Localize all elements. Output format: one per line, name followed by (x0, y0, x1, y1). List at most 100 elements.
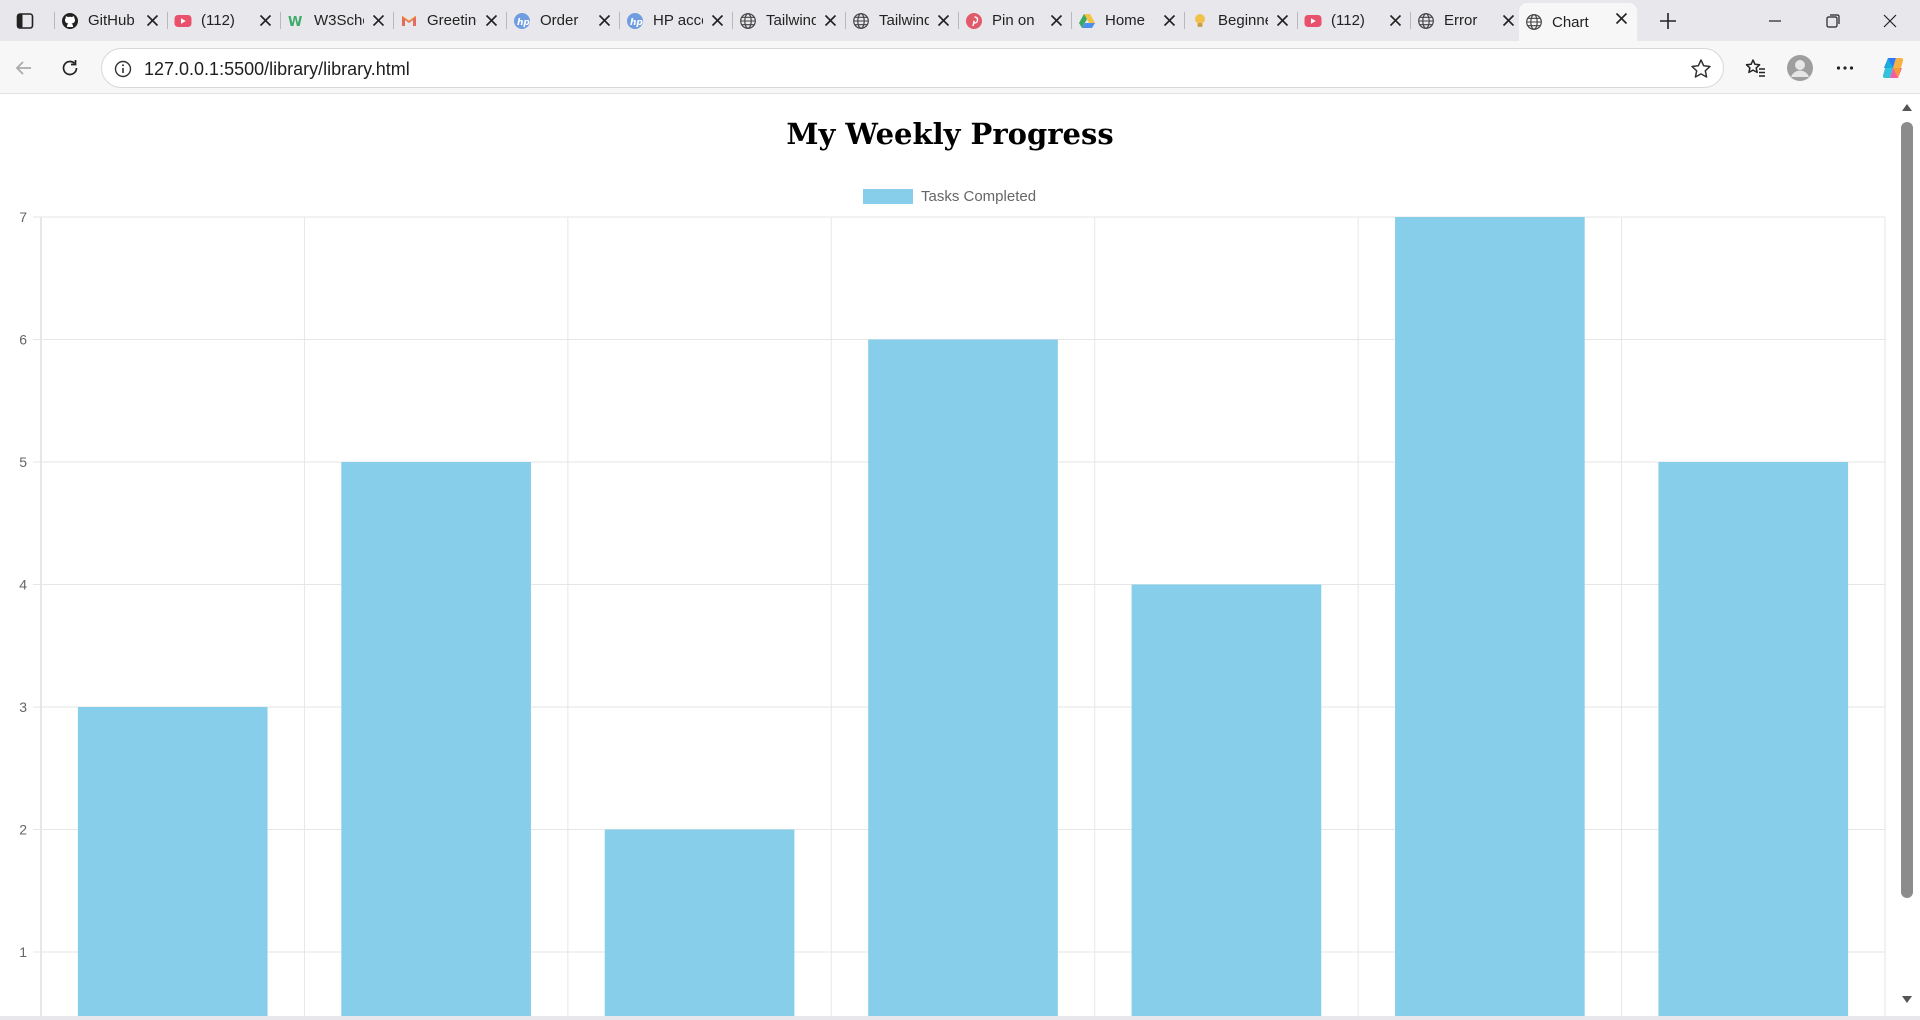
tab-title: Order (540, 12, 579, 29)
tab-close-icon[interactable] (368, 10, 388, 30)
tab[interactable]: hp HP account (619, 5, 733, 36)
bar (604, 829, 795, 1017)
tab-separator (1071, 12, 1072, 29)
pinterest-icon (965, 12, 983, 30)
tab-title: (112) (1331, 12, 1365, 29)
page-viewport: My Weekly Progress 1 2 3 4 5 6 7 Tasks Complete… (5, 95, 1900, 1017)
tab-close-icon[interactable] (1272, 10, 1292, 30)
favorites-button[interactable] (1739, 51, 1773, 85)
tab[interactable]: Error (1410, 5, 1524, 36)
new-tab-button[interactable] (1652, 5, 1684, 36)
bar (77, 707, 268, 1017)
globe-icon (1525, 13, 1543, 31)
site-info-icon[interactable] (112, 58, 134, 80)
window-bottom-edge (0, 1016, 1920, 1020)
y-tick-label: 3 (19, 699, 27, 715)
y-tick-label: 1 (19, 944, 27, 960)
tab-title: Chart (1552, 13, 1589, 31)
profile-avatar[interactable] (1783, 51, 1817, 85)
back-button[interactable] (7, 51, 41, 85)
tab-separator (54, 12, 55, 29)
sidebar-toggle-icon[interactable] (8, 5, 42, 36)
hp-icon: hp (626, 12, 644, 30)
tab-close-icon[interactable] (820, 10, 840, 30)
svg-text:hp: hp (630, 18, 643, 28)
y-tick-label: 6 (19, 332, 27, 348)
tab-title: HP account (653, 12, 703, 29)
tab-title: (112) (201, 12, 235, 29)
tab[interactable]: (112) (167, 5, 281, 36)
close-window-button[interactable] (1862, 0, 1918, 41)
tab-title: GitHub (88, 12, 135, 29)
tab-close-icon[interactable] (707, 10, 727, 30)
hp-icon: hp (513, 12, 531, 30)
tab-close-icon[interactable] (255, 10, 275, 30)
bar (1658, 462, 1849, 1017)
tab-close-icon[interactable] (594, 10, 614, 30)
tab-close-icon[interactable] (1159, 10, 1179, 30)
svg-text:hp: hp (517, 18, 530, 28)
tab[interactable]: Pin on (958, 5, 1072, 36)
more-options-button[interactable] (1828, 51, 1862, 85)
tab[interactable]: Beginner (1184, 5, 1298, 36)
tab[interactable]: GitHub (54, 5, 168, 36)
y-tick-label: 5 (19, 454, 27, 470)
tab-close-icon[interactable] (1046, 10, 1066, 30)
tab-title: Tailwind (766, 12, 816, 29)
tab[interactable]: Tailwind (845, 5, 959, 36)
y-tick-label: 2 (19, 822, 27, 838)
address-bar[interactable]: 127.0.0.1:5500/library/library.html (101, 48, 1724, 88)
tab[interactable]: hp Order (506, 5, 620, 36)
tab-title: Tailwind (879, 12, 929, 29)
scroll-down-arrow-icon[interactable] (1898, 993, 1916, 1007)
minimize-button[interactable] (1747, 0, 1803, 41)
bar (341, 462, 531, 1017)
tab-separator (958, 12, 959, 29)
youtube-icon (174, 12, 192, 30)
tab[interactable]: (112) (1297, 5, 1411, 36)
scrollbar-thumb[interactable] (1901, 122, 1913, 898)
tab[interactable]: W W3Schools (280, 5, 394, 36)
tab-separator (280, 12, 281, 29)
restore-button[interactable] (1805, 0, 1861, 41)
scroll-up-arrow-icon[interactable] (1898, 100, 1916, 114)
bar (1395, 217, 1585, 1017)
youtube-icon (1304, 12, 1322, 30)
tab[interactable]: Greetings (393, 5, 507, 36)
browser-toolbar: 127.0.0.1:5500/library/library.html (0, 41, 1920, 94)
w3schools-icon: W (287, 12, 305, 30)
tab-title: Beginner (1218, 12, 1268, 29)
tab-close-icon[interactable] (142, 10, 162, 30)
tab-active[interactable]: Chart (1519, 3, 1637, 41)
legend-swatch (863, 189, 913, 204)
tab-close-icon[interactable] (1611, 8, 1631, 28)
tab-close-icon[interactable] (933, 10, 953, 30)
tab-title: Home (1105, 12, 1146, 29)
tab-separator (506, 12, 507, 29)
tab[interactable]: Home (1071, 5, 1185, 36)
tab-close-icon[interactable] (1498, 10, 1518, 30)
tab-separator (167, 12, 168, 29)
y-tick-label: 4 (19, 577, 27, 593)
tab-title: Error (1444, 12, 1478, 29)
tab-separator (1184, 12, 1185, 29)
tab-separator (1410, 12, 1411, 29)
tab[interactable]: Tailwind (732, 5, 846, 36)
tab-separator (732, 12, 733, 29)
tab-separator (1297, 12, 1298, 29)
tab-separator (845, 12, 846, 29)
url-text[interactable]: 127.0.0.1:5500/library/library.html (144, 59, 410, 79)
globe-icon (852, 12, 870, 30)
favorite-star-icon[interactable] (1689, 57, 1713, 81)
tab-close-icon[interactable] (481, 10, 501, 30)
reload-button[interactable] (53, 51, 87, 85)
github-icon (61, 12, 79, 30)
globe-icon (1417, 12, 1435, 30)
tab-close-icon[interactable] (1385, 10, 1405, 30)
bar-chart: 1 2 3 4 5 6 7 Tasks Completed (19, 188, 1886, 1017)
copilot-icon[interactable] (1876, 51, 1910, 85)
lightbulb-icon (1191, 12, 1209, 30)
tab-strip: GitHub(112)WW3SchoolsGreetingshpOrderhpH… (0, 0, 1920, 41)
tab-title: Greetings (427, 12, 477, 29)
y-tick-label: 7 (19, 209, 27, 225)
